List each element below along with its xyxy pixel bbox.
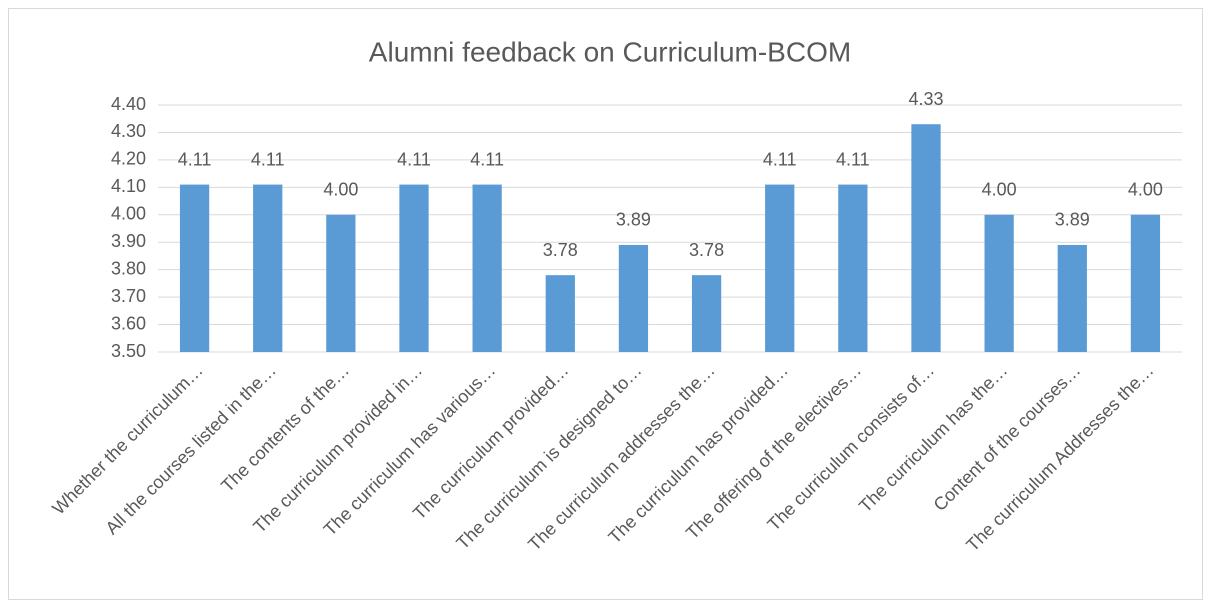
data-label: 4.11 bbox=[251, 149, 285, 169]
bar bbox=[326, 214, 356, 352]
chart-title: Alumni feedback on Curriculum-BCOM bbox=[369, 36, 851, 67]
data-label: 4.33 bbox=[908, 89, 943, 109]
y-tick-label: 3.70 bbox=[111, 286, 146, 306]
data-label: 3.78 bbox=[689, 240, 724, 260]
y-tick-label: 4.20 bbox=[111, 149, 146, 169]
y-tick-label: 3.90 bbox=[111, 231, 146, 251]
bar bbox=[765, 184, 795, 352]
y-tick-label: 4.10 bbox=[111, 176, 146, 196]
bar bbox=[618, 244, 649, 352]
bar bbox=[1057, 244, 1087, 352]
data-label: 3.78 bbox=[543, 240, 578, 260]
data-label: 3.89 bbox=[1055, 210, 1090, 230]
bar bbox=[545, 275, 575, 352]
y-tick-label: 3.80 bbox=[111, 258, 146, 278]
bar bbox=[399, 184, 429, 352]
bar bbox=[179, 184, 210, 352]
data-label: 4.11 bbox=[397, 149, 431, 169]
data-label: 4.11 bbox=[470, 149, 504, 169]
bar bbox=[472, 184, 502, 352]
bar bbox=[253, 184, 283, 352]
data-label: 4.00 bbox=[982, 180, 1017, 200]
bar bbox=[911, 124, 941, 352]
data-label: 4.11 bbox=[763, 149, 797, 169]
y-tick-label: 3.50 bbox=[111, 341, 146, 361]
bar bbox=[838, 184, 868, 352]
bar bbox=[691, 275, 722, 352]
bar bbox=[1130, 214, 1161, 352]
y-tick-label: 4.40 bbox=[111, 94, 146, 114]
y-tick-label: 4.30 bbox=[111, 121, 146, 141]
data-label: 4.11 bbox=[178, 149, 212, 169]
y-tick-label: 3.60 bbox=[111, 313, 146, 333]
bar bbox=[984, 214, 1014, 352]
data-label: 3.89 bbox=[616, 210, 651, 230]
data-label: 4.00 bbox=[323, 180, 358, 200]
data-label: 4.00 bbox=[1128, 180, 1163, 200]
y-tick-label: 4.00 bbox=[111, 204, 146, 224]
data-label: 4.11 bbox=[836, 149, 870, 169]
